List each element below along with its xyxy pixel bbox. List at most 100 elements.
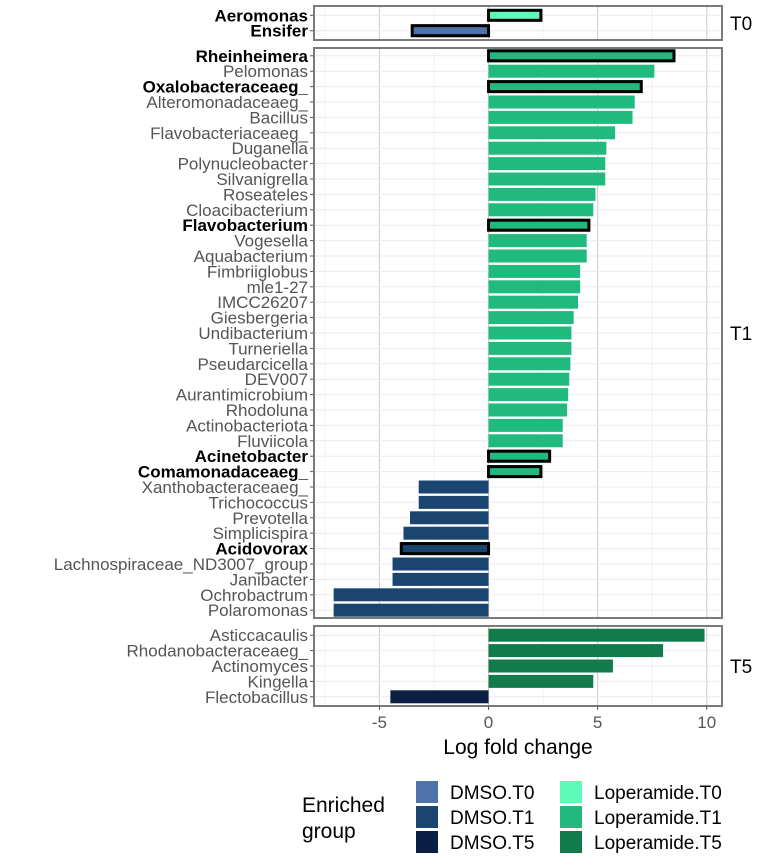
- bar-polynucleobacter: [488, 157, 606, 171]
- bar-janibacter: [392, 572, 489, 586]
- bar-flavobacteriaceaeg: [488, 126, 616, 140]
- y-tick-label-comamonadaceaeg: Comamonadaceaeg_: [138, 463, 309, 482]
- y-tick-label-actinobacteriota: Actinobacteriota: [186, 416, 308, 435]
- y-tick-label-fluviicola: Fluviicola: [237, 432, 308, 451]
- bar-trichococcus: [418, 495, 489, 509]
- bar-flectobacillus: [390, 690, 489, 704]
- bar-fimbriiglobus: [488, 264, 581, 278]
- y-tick-label-fimbriiglobus: Fimbriiglobus: [207, 262, 308, 281]
- y-tick-label-rhodoluna: Rhodoluna: [226, 401, 309, 420]
- x-tick-label: 0: [484, 713, 493, 732]
- panel-border-t5: [313, 625, 723, 707]
- highlight-outline-comamonadaceaeg: [487, 465, 543, 479]
- highlight-outline-acidovorax: [399, 542, 491, 556]
- y-tick-label-asticcacaulis: Asticcacaulis: [210, 626, 308, 645]
- y-tick-label-acidovorax: Acidovorax: [215, 540, 308, 559]
- bar-actinomyces: [488, 659, 613, 673]
- y-tick-label-actinomyces: Actinomyces: [212, 657, 308, 676]
- y-tick-label-prevotella: Prevotella: [232, 509, 308, 528]
- bar-undibacterium: [488, 326, 572, 340]
- y-tick-label-duganella: Duganella: [231, 139, 308, 158]
- highlight-outline-rheinheimera: [487, 49, 676, 63]
- bar-actinobacteriota: [488, 418, 563, 432]
- y-tick-label-dev007: DEV007: [245, 370, 308, 389]
- y-tick-label-lachnospiraceae-nd3007-group: Lachnospiraceae_ND3007_group: [54, 555, 308, 574]
- highlight-outline-ensifer: [410, 24, 491, 38]
- legend-key-dmso-t5: [416, 831, 438, 853]
- y-tick-label-imcc26207: IMCC26207: [217, 293, 308, 312]
- bar-comamonadaceaeg: [488, 465, 541, 479]
- bar-pseudarcicella: [488, 357, 571, 371]
- y-tick-label-polaromonas: Polaromonas: [208, 601, 308, 620]
- y-tick-label-xanthobacteraceaeg: Xanthobacteraceaeg_: [142, 478, 309, 497]
- bar-giesbergeria: [488, 311, 574, 325]
- y-tick-label-flavobacteriaceaeg: Flavobacteriaceaeg_: [150, 124, 308, 143]
- bar-flavobacterium: [488, 218, 589, 232]
- y-tick-label-aquabacterium: Aquabacterium: [194, 247, 308, 266]
- bar-silvanigrella: [488, 172, 606, 186]
- bar-polaromonas: [333, 603, 489, 617]
- bar-vogesella: [488, 234, 587, 248]
- y-tick-label-roseateles: Roseateles: [223, 185, 308, 204]
- legend-label-dmso-t5: DMSO.T5: [450, 833, 534, 854]
- bar-alteromonadaceaeg: [488, 95, 635, 109]
- y-tick-label-turneriella: Turneriella: [228, 339, 308, 358]
- y-tick-label-rhodanobacteraceaeg: Rhodanobacteraceaeg_: [127, 642, 309, 661]
- y-tick-label-vogesella: Vogesella: [234, 232, 308, 251]
- bar-asticcacaulis: [488, 628, 705, 642]
- y-tick-label-trichococcus: Trichococcus: [208, 493, 308, 512]
- y-tick-label-simplicispira: Simplicispira: [213, 524, 309, 543]
- bar-kingella: [488, 674, 594, 688]
- legend-label-loperamide-t1: Loperamide.T1: [594, 808, 722, 829]
- legend-title: group: [302, 820, 356, 843]
- y-tick-label-giesbergeria: Giesbergeria: [211, 309, 309, 328]
- x-tick-label: -5: [372, 713, 387, 732]
- bar-simplicispira: [403, 526, 489, 540]
- highlight-outline-oxalobacteraceaeg: [487, 80, 643, 94]
- y-tick-label-aurantimicrobium: Aurantimicrobium: [176, 386, 308, 405]
- legend-label-loperamide-t5: Loperamide.T5: [594, 833, 722, 854]
- bar-bacillus: [488, 110, 633, 124]
- bar-fluviicola: [488, 434, 563, 448]
- bar-rhodanobacteraceaeg: [488, 644, 664, 658]
- highlight-outline-flavobacterium: [487, 218, 591, 232]
- x-axis-title: Log fold change: [443, 736, 592, 759]
- bar-rheinheimera: [488, 49, 674, 63]
- y-tick-label-oxalobacteraceaeg: Oxalobacteraceaeg_: [143, 78, 309, 97]
- highlight-outline-acinetobacter: [487, 449, 552, 463]
- panel-border-t0: [313, 5, 723, 41]
- y-tick-label-mle1-27: mle1-27: [247, 278, 308, 297]
- bar-roseateles: [488, 187, 596, 201]
- y-tick-label-alteromonadaceaeg: Alteromonadaceaeg_: [146, 93, 308, 112]
- bar-imcc26207: [488, 295, 578, 309]
- bar-dev007: [488, 372, 570, 386]
- bar-aquabacterium: [488, 249, 587, 263]
- y-tick-label-ochrobactrum: Ochrobactrum: [200, 586, 308, 605]
- bar-oxalobacteraceaeg: [488, 80, 642, 94]
- bar-xanthobacteraceaeg: [418, 480, 489, 494]
- legend-key-loperamide-t5: [560, 831, 582, 853]
- y-tick-label-silvanigrella: Silvanigrella: [216, 170, 308, 189]
- y-tick-label-ensifer: Ensifer: [250, 22, 308, 41]
- x-tick-label: 10: [697, 713, 716, 732]
- bar-aeromonas: [488, 8, 541, 22]
- facet-label-t0: T0: [730, 14, 752, 35]
- y-tick-label-kingella: Kingella: [248, 672, 309, 691]
- legend-key-loperamide-t1: [560, 806, 582, 828]
- legend-label-loperamide-t0: Loperamide.T0: [594, 783, 722, 804]
- bar-ochrobactrum: [333, 588, 489, 602]
- legend-key-dmso-t0: [416, 781, 438, 803]
- y-tick-label-rheinheimera: Rheinheimera: [196, 47, 309, 66]
- bar-pelomonas: [488, 64, 655, 78]
- panel-border-t1: [313, 47, 723, 619]
- bar-cloacibacterium: [488, 203, 594, 217]
- y-tick-label-undibacterium: Undibacterium: [198, 324, 308, 343]
- legend-label-dmso-t0: DMSO.T0: [450, 783, 534, 804]
- y-tick-label-flectobacillus: Flectobacillus: [205, 688, 308, 707]
- legend-title: Enriched: [302, 794, 385, 817]
- y-tick-label-flavobacterium: Flavobacterium: [182, 216, 308, 235]
- y-tick-label-pelomonas: Pelomonas: [223, 62, 308, 81]
- facet-label-t1: T1: [730, 324, 752, 345]
